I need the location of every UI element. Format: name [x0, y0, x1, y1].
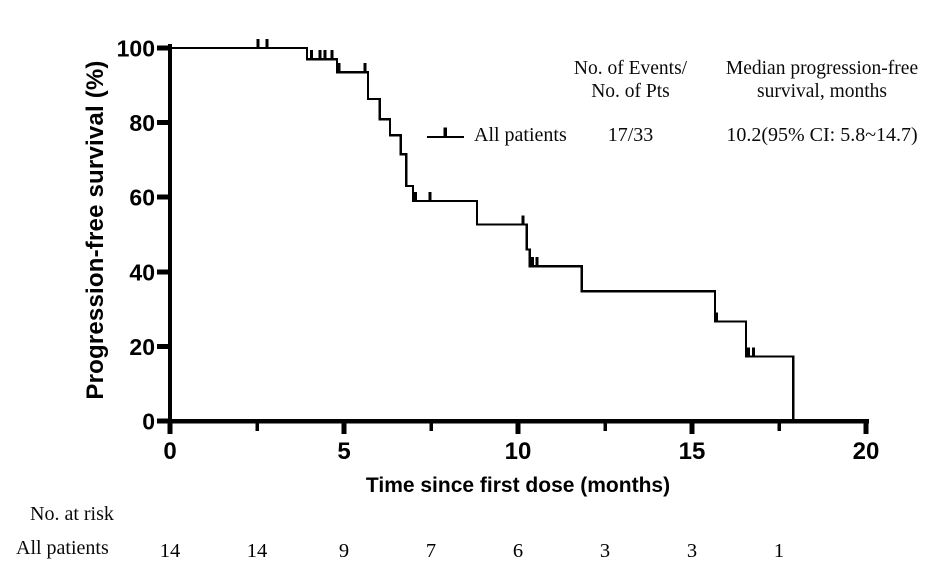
risk-count: 6 — [513, 540, 523, 562]
risk-count: 1 — [774, 540, 784, 562]
legend-median-header: Median progression-free survival, months — [710, 57, 931, 103]
y-tick-label: 20 — [129, 334, 155, 360]
risk-count: 14 — [247, 540, 268, 562]
legend-median-header-line2: survival, months — [757, 81, 887, 102]
risk-table-title: No. at risk — [30, 503, 114, 525]
y-tick-label: 0 — [142, 409, 155, 435]
x-tick-label: 20 — [853, 438, 880, 465]
risk-count: 3 — [600, 540, 610, 562]
risk-count: 7 — [426, 540, 436, 562]
y-tick-label: 100 — [117, 36, 155, 62]
legend-events-header: No. of Events/ No. of Pts — [558, 57, 703, 103]
risk-count: 9 — [339, 540, 349, 562]
legend-median-value: 10.2(95% CI: 5.8~14.7) — [726, 124, 918, 146]
x-tick-label: 15 — [679, 438, 706, 465]
legend-series-label: All patients — [474, 124, 567, 146]
risk-count: 14 — [160, 540, 181, 562]
y-tick-label: 80 — [129, 110, 155, 136]
x-tick-label: 0 — [163, 438, 176, 465]
y-tick-label: 40 — [129, 259, 155, 285]
legend-median-header-line1: Median progression-free — [725, 58, 919, 79]
legend-events-value: 17/33 — [607, 124, 654, 146]
x-axis-title: Time since first dose (months) — [365, 474, 671, 497]
x-tick-label: 5 — [337, 438, 350, 465]
y-axis-title: Progression-free survival (%) — [82, 60, 109, 400]
legend-events-header-line1: No. of Events/ — [573, 58, 688, 79]
risk-table-row-label: All patients — [16, 537, 109, 559]
risk-count: 3 — [687, 540, 697, 562]
legend-events-header-line2: No. of Pts — [591, 81, 670, 102]
km-curve — [170, 46, 795, 421]
y-tick-label: 60 — [129, 185, 155, 211]
x-tick-label: 10 — [505, 438, 532, 465]
